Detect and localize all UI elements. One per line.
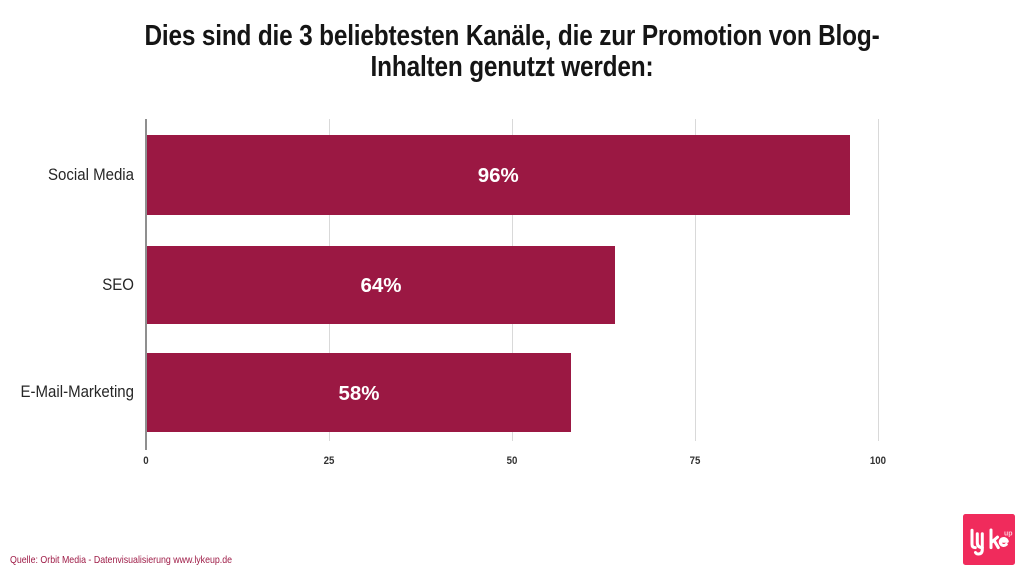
svg-text:up: up bbox=[1004, 531, 1013, 538]
